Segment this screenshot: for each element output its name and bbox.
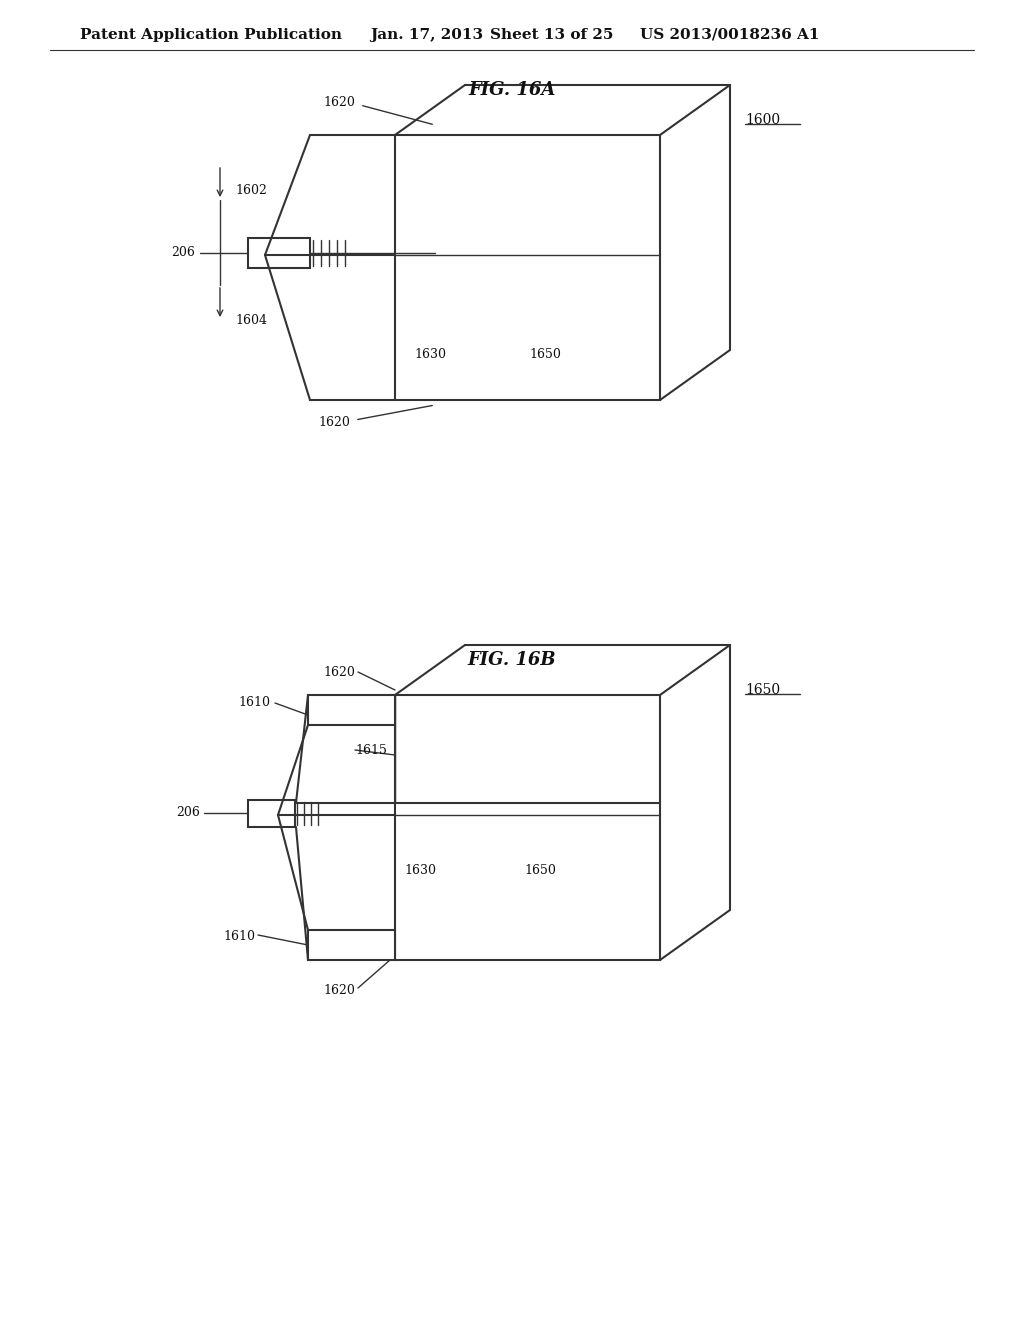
Text: 1650: 1650 bbox=[524, 863, 556, 876]
Text: 1615: 1615 bbox=[355, 743, 387, 756]
Text: 1610: 1610 bbox=[223, 931, 255, 944]
Text: 206: 206 bbox=[176, 807, 200, 820]
Text: FIG. 16B: FIG. 16B bbox=[468, 651, 556, 669]
Text: 1604: 1604 bbox=[234, 314, 267, 326]
Bar bbox=[248, 238, 310, 268]
Text: 1650: 1650 bbox=[529, 348, 561, 362]
Text: 1650: 1650 bbox=[745, 682, 780, 697]
Text: 1602: 1602 bbox=[234, 183, 267, 197]
Text: 206: 206 bbox=[171, 247, 195, 260]
Text: 1630: 1630 bbox=[404, 863, 436, 876]
Bar bbox=[395, 135, 660, 400]
Text: 1630: 1630 bbox=[414, 348, 446, 362]
Text: Patent Application Publication: Patent Application Publication bbox=[80, 28, 342, 42]
Bar bbox=[308, 931, 395, 960]
Text: 1620: 1620 bbox=[324, 983, 355, 997]
Bar bbox=[308, 696, 395, 725]
Text: 1620: 1620 bbox=[318, 416, 350, 429]
Text: Sheet 13 of 25: Sheet 13 of 25 bbox=[490, 28, 613, 42]
Text: 1600: 1600 bbox=[745, 114, 780, 127]
Text: 1620: 1620 bbox=[324, 665, 355, 678]
Bar bbox=[248, 800, 295, 828]
Bar bbox=[395, 696, 660, 960]
Text: Jan. 17, 2013: Jan. 17, 2013 bbox=[370, 28, 483, 42]
Text: US 2013/0018236 A1: US 2013/0018236 A1 bbox=[640, 28, 819, 42]
Text: 1610: 1610 bbox=[238, 697, 270, 710]
Text: FIG. 16A: FIG. 16A bbox=[468, 81, 556, 99]
Text: 1620: 1620 bbox=[324, 95, 355, 108]
